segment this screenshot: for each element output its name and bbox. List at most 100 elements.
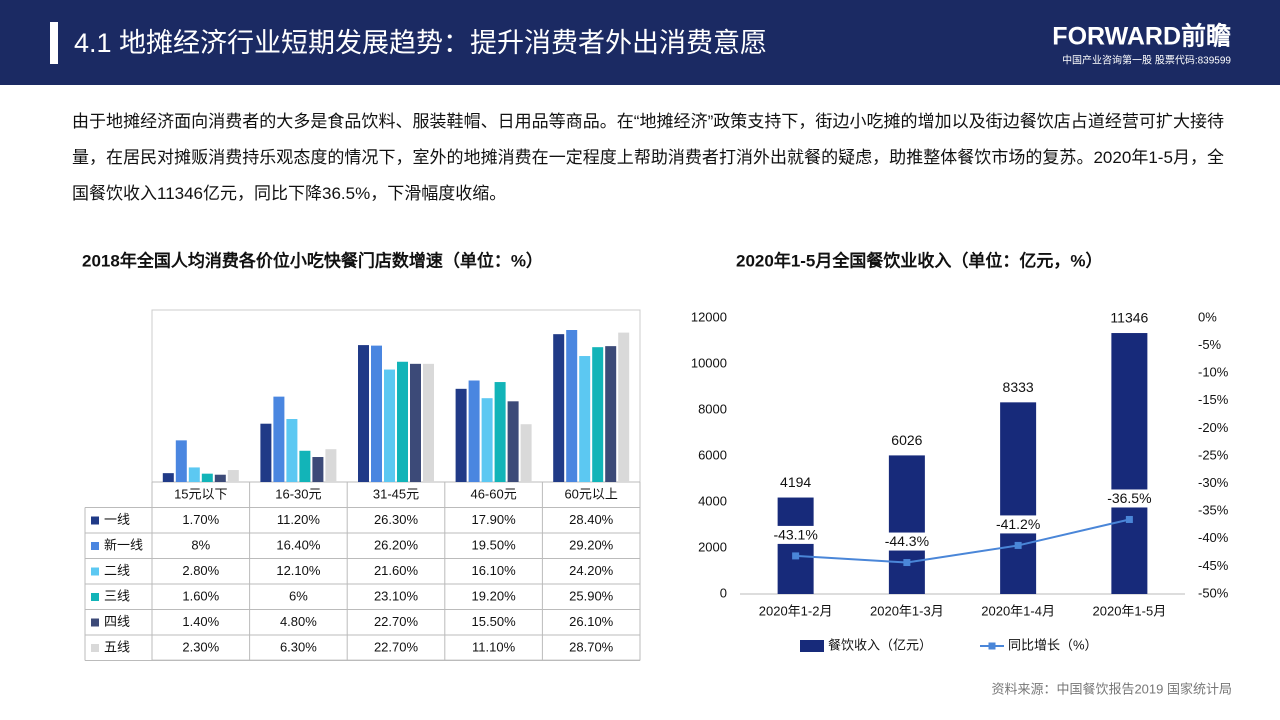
table-cell: 6.30%	[280, 639, 317, 654]
bar	[410, 363, 421, 482]
bar	[455, 388, 467, 482]
bar	[579, 356, 591, 482]
bar	[468, 380, 480, 482]
bar	[423, 363, 434, 482]
legend-label: 三线	[104, 588, 130, 603]
table-cell: 24.20%	[569, 563, 614, 578]
table-cell: 2.30%	[182, 639, 219, 654]
table-cell: 26.30%	[374, 512, 419, 527]
bar	[507, 401, 519, 482]
table-cell: 21.60%	[374, 563, 419, 578]
y-tick-label: 8000	[698, 401, 727, 416]
y-tick-label: 4000	[698, 493, 727, 508]
bar	[201, 473, 213, 482]
y2-tick-label: -45%	[1198, 558, 1229, 573]
data-label: -36.5%	[1107, 490, 1151, 506]
table-cell: 16.40%	[276, 537, 321, 552]
bar	[299, 450, 311, 482]
table-cell: 8%	[191, 537, 210, 552]
bar	[481, 398, 493, 482]
bar	[162, 473, 174, 482]
data-label: 11346	[1110, 310, 1148, 326]
x-tick-label: 2020年1-2月	[759, 603, 833, 618]
header-title: 4.1 地摊经济行业短期发展趋势：提升消费者外出消费意愿	[74, 28, 767, 58]
bar	[566, 330, 578, 482]
legend-label: 新一线	[104, 537, 143, 552]
chart-title: 2018年全国人均消费各价位小吃快餐门店数增速（单位：%）	[82, 250, 543, 270]
legend-label: 四线	[104, 614, 130, 629]
legend-swatch	[91, 542, 99, 550]
bar	[227, 470, 239, 482]
category-label: 15元以下	[174, 486, 227, 501]
table-cell: 11.20%	[277, 512, 321, 527]
bar	[358, 345, 369, 482]
bar	[1111, 333, 1148, 594]
y-tick-label: 10000	[691, 355, 727, 370]
category-label: 31-45元	[373, 486, 419, 501]
table-cell: 12.10%	[276, 563, 321, 578]
data-label: 4194	[780, 474, 811, 490]
logo: FORWARD前瞻	[1052, 22, 1231, 51]
marker	[903, 559, 911, 567]
data-label: 6026	[891, 432, 922, 448]
bar	[175, 440, 187, 482]
x-tick-label: 2020年1-5月	[1093, 603, 1167, 618]
y-tick-label: 6000	[698, 447, 727, 462]
table-cell: 29.20%	[569, 537, 614, 552]
y-tick-label: 0	[720, 585, 727, 600]
bar	[188, 467, 200, 482]
category-label: 16-30元	[275, 486, 321, 501]
legend-swatch	[91, 618, 99, 627]
bar	[286, 419, 298, 482]
legend-swatch	[800, 640, 824, 652]
y2-tick-label: -30%	[1198, 475, 1229, 490]
table-cell: 11.10%	[472, 639, 516, 654]
table-cell: 1.40%	[182, 614, 219, 629]
bar	[384, 369, 395, 482]
legend-swatch	[91, 593, 99, 601]
y2-tick-label: -10%	[1198, 365, 1229, 380]
bar	[371, 345, 382, 482]
data-label: -44.3%	[885, 533, 929, 549]
bar	[325, 449, 337, 482]
logo-sub: 中国产业咨询第一股 股票代码:839599	[1062, 54, 1231, 67]
header-accent	[50, 22, 58, 64]
bar	[312, 457, 324, 482]
table-cell: 23.10%	[374, 588, 419, 603]
legend-label: 一线	[104, 512, 130, 527]
data-label: 8333	[1003, 379, 1034, 395]
legend-label: 餐饮收入（亿元）	[828, 637, 932, 652]
y2-tick-label: -35%	[1198, 503, 1229, 518]
table-cell: 6%	[289, 588, 308, 603]
line	[795, 518, 1130, 564]
paragraph: 由于地摊经济面向消费者的大多是食品饮料、服装鞋帽、日用品等商品。在“地摊经济”政…	[72, 112, 1224, 203]
marker	[1125, 515, 1133, 523]
marker	[1014, 541, 1022, 549]
bar	[520, 424, 532, 482]
table-cell: 4.80%	[280, 614, 317, 629]
source: 资料来源：中国餐饮报告2019 国家统计局	[991, 681, 1232, 696]
label-bg	[767, 525, 824, 544]
category-label: 46-60元	[470, 486, 516, 501]
marker	[792, 552, 800, 560]
y2-tick-label: -25%	[1198, 447, 1229, 462]
legend-label: 五线	[104, 639, 130, 654]
y2-tick-label: -20%	[1198, 420, 1229, 435]
bar	[553, 334, 565, 482]
label-bg	[1101, 489, 1158, 508]
y2-tick-label: -40%	[1198, 530, 1229, 545]
bar	[777, 497, 814, 594]
table-cell: 19.50%	[472, 537, 517, 552]
bar	[605, 346, 617, 482]
bar	[273, 396, 285, 482]
category-label: 60元以上	[564, 486, 617, 501]
x-tick-label: 2020年1-3月	[870, 603, 944, 618]
table-cell: 15.50%	[472, 614, 517, 629]
y-tick-label: 2000	[698, 539, 727, 554]
y2-tick-label: -5%	[1198, 337, 1222, 352]
y2-tick-label: 0%	[1198, 309, 1217, 324]
bar	[260, 423, 272, 482]
bar	[397, 361, 408, 482]
